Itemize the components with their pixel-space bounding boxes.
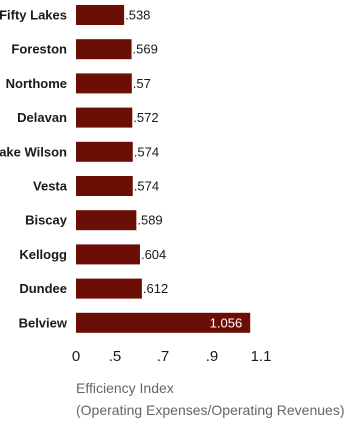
category-label: Kellogg: [19, 247, 67, 262]
data-label: .572: [133, 110, 158, 125]
bar: [76, 176, 133, 196]
category-label: Delavan: [17, 110, 67, 125]
data-label: .574: [134, 179, 159, 194]
category-label: Fifty Lakes: [0, 8, 67, 23]
category-label: Biscay: [25, 213, 68, 228]
category-label: Northome: [6, 76, 67, 91]
bar: [76, 312, 251, 333]
bar: [76, 210, 137, 231]
data-label: .612: [143, 281, 168, 296]
data-label: .57: [133, 76, 151, 91]
x-tick-label: .7: [157, 348, 170, 365]
data-label: 1.056: [210, 315, 243, 330]
data-label: .538: [125, 8, 150, 23]
bar: [76, 39, 132, 60]
x-tick-label: .9: [206, 348, 219, 365]
data-label: .589: [137, 213, 162, 228]
bar: [76, 278, 142, 299]
x-tick-label: 0: [72, 348, 80, 365]
category-label: Dundee: [19, 281, 67, 296]
x-axis-title-line-1: Efficiency Index: [76, 380, 174, 396]
data-label: .574: [134, 144, 159, 159]
bar: [76, 107, 133, 128]
category-label: Belview: [19, 315, 68, 330]
bar: [76, 73, 132, 94]
data-label: .604: [141, 247, 166, 262]
category-label: Vesta: [33, 179, 68, 194]
bar: [76, 141, 133, 162]
category-label: Foreston: [11, 42, 67, 57]
category-label: Lake Wilson: [0, 144, 67, 159]
x-axis-title: Efficiency Index (Operating Expenses/Ope…: [76, 377, 344, 421]
x-tick-label: .5: [109, 348, 122, 365]
x-tick-label: 1.1: [251, 348, 272, 365]
bar: [76, 244, 140, 265]
x-axis-title-line-2: (Operating Expenses/Operating Revenues): [76, 402, 345, 418]
bar: [76, 5, 125, 25]
data-label: .569: [133, 42, 158, 57]
